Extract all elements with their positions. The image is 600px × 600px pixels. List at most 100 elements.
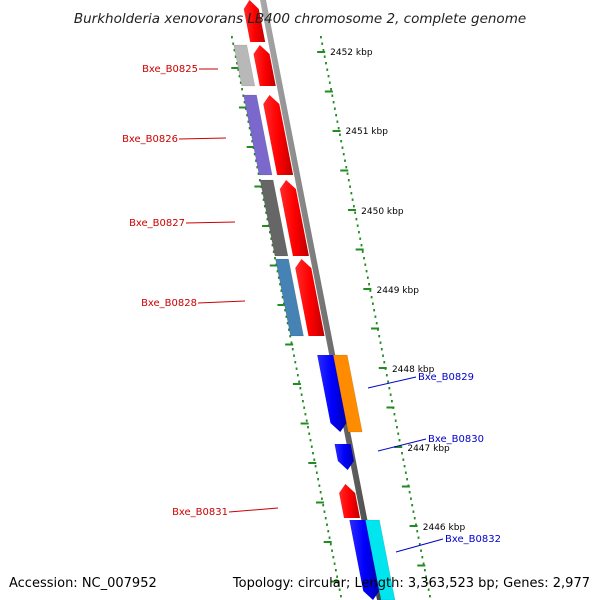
outer-dot-track-dot [339, 133, 341, 136]
inner-dot-track-dot [234, 55, 237, 58]
cog-block [365, 519, 396, 600]
backbone [260, 0, 383, 600]
outer-dot-track-dot [342, 153, 345, 156]
cog-block [243, 94, 273, 176]
inner-dot-track-dot [247, 120, 250, 123]
outer-dot-track-dot [393, 413, 396, 416]
outer-dot-track-dot [396, 426, 398, 429]
outer-dot-track-dot [377, 328, 379, 331]
feature-tracks [233, 0, 396, 600]
inner-dot-track-dot [333, 562, 336, 565]
cog-block [332, 354, 363, 433]
outer-dot-track-dot [336, 120, 339, 123]
inner-dot-track-dot [270, 237, 273, 240]
outer-dot-track-dot [331, 94, 334, 97]
gene-label[interactable]: Bxe_B0832 [445, 534, 501, 545]
gene-arrow [295, 259, 325, 336]
gene-label[interactable]: Bxe_B0829 [418, 372, 474, 383]
scale-tick [292, 383, 301, 385]
gene-label[interactable]: Bxe_B0826 [122, 134, 178, 145]
inner-dot-track-dot [299, 387, 302, 390]
inner-dot-track-dot [307, 426, 309, 429]
inner-dot-track-dot [272, 250, 275, 253]
cog-block [259, 179, 289, 257]
inner-dot-track-dot [271, 244, 274, 247]
scale-tick [409, 525, 418, 527]
genome-summary: Topology: circular; Length: 3,363,523 bp… [232, 576, 590, 591]
inner-dot-track-dot [251, 140, 254, 143]
scale-label: 2448 kbp [392, 365, 435, 375]
inner-dot-track-dot [319, 491, 322, 494]
map-title: Burkholderia xenovorans LB400 chromosome… [74, 11, 526, 27]
outer-dot-track-dot [379, 341, 382, 344]
scale-tick [315, 501, 324, 504]
outer-dot-track-dot [402, 458, 405, 461]
leader-line [395, 538, 444, 553]
outer-dot-track-dot [429, 595, 431, 598]
gene-label[interactable]: Bxe_B0825 [142, 64, 198, 75]
inner-dot-track-dot [263, 205, 266, 208]
gene-arrow [279, 180, 309, 256]
inner-dot-track-dot [261, 192, 264, 195]
inner-dot-track-dot [279, 283, 281, 286]
inner-dot-track-dot [323, 510, 326, 513]
outer-dot-track-dot [411, 504, 414, 507]
outer-dot-track-dot [425, 575, 428, 578]
gene-label[interactable]: Bxe_B0830 [428, 434, 484, 445]
outer-dot-track-dot [375, 322, 378, 325]
label-leaders [178, 68, 444, 553]
scale-tick [394, 446, 403, 448]
outer-dot-track-dot [369, 289, 372, 292]
outer-dot-track-dot [426, 582, 429, 585]
inner-dot-track-dot [305, 419, 308, 422]
inner-dot-track-dot [304, 413, 307, 416]
gene-arrow [317, 355, 347, 432]
inner-dot-track-dot [242, 94, 245, 97]
outer-dot-track-dot [423, 569, 426, 572]
cog-block [233, 44, 256, 87]
outer-dot-track-dot [350, 192, 353, 195]
gene-labels[interactable]: Bxe_B0825 Bxe_B0826 Bxe_B0827 Bxe_B0828 Bxe_… [122, 64, 501, 545]
outer-dot-track-dot [345, 166, 348, 169]
inner-dot-track-dot [269, 231, 271, 234]
scale-tick [417, 564, 426, 567]
outer-dot-track-dot [403, 465, 406, 468]
outer-dot-track-dot [363, 257, 365, 260]
outer-dot-track-dot [333, 107, 336, 110]
outer-dot-track-dot [415, 523, 417, 526]
accession-text: Accession: NC_007952 [9, 576, 157, 591]
inner-dot-track-dot [328, 536, 331, 539]
gene-label[interactable]: Bxe_B0828 [141, 298, 197, 309]
outer-dot-track-dot [320, 36, 322, 39]
outer-dot-track-dot [412, 510, 415, 513]
outer-dot-track-dot [337, 127, 340, 130]
gene-arrow [334, 444, 354, 470]
inner-dot-track-dot [295, 367, 298, 370]
scale-tick [386, 406, 395, 409]
outer-dot-track-dot [344, 159, 346, 162]
inner-dot-track-dot [326, 523, 328, 526]
coverage-dot-tracks [231, 36, 431, 598]
scale-label: 2452 kbp [330, 48, 373, 58]
inner-dot-track-dot [281, 296, 284, 299]
outer-dot-track-dot [378, 335, 381, 338]
scale-label: 2451 kbp [346, 127, 389, 137]
gene-arrow [253, 45, 276, 86]
outer-dot-track-dot [398, 439, 401, 442]
outer-dot-track-dot [385, 374, 388, 377]
inner-dot-track-dot [262, 198, 265, 201]
leader-line [367, 376, 417, 389]
scale-label: 2446 kbp [423, 523, 466, 533]
gene-label[interactable]: Bxe_B0827 [129, 218, 185, 229]
leader-line [178, 137, 227, 140]
inner-dot-track-dot [298, 380, 300, 383]
leader-line [197, 300, 246, 304]
inner-dot-track-dot [332, 556, 335, 559]
gene-arrow [349, 520, 380, 600]
scale-tick [378, 367, 387, 369]
inner-dot-track-dot [265, 211, 268, 214]
outer-dot-track-dot [356, 224, 359, 227]
gene-label[interactable]: Bxe_B0831 [172, 507, 228, 518]
scale-tick [277, 304, 286, 306]
inner-dot-track-dot [238, 75, 241, 78]
